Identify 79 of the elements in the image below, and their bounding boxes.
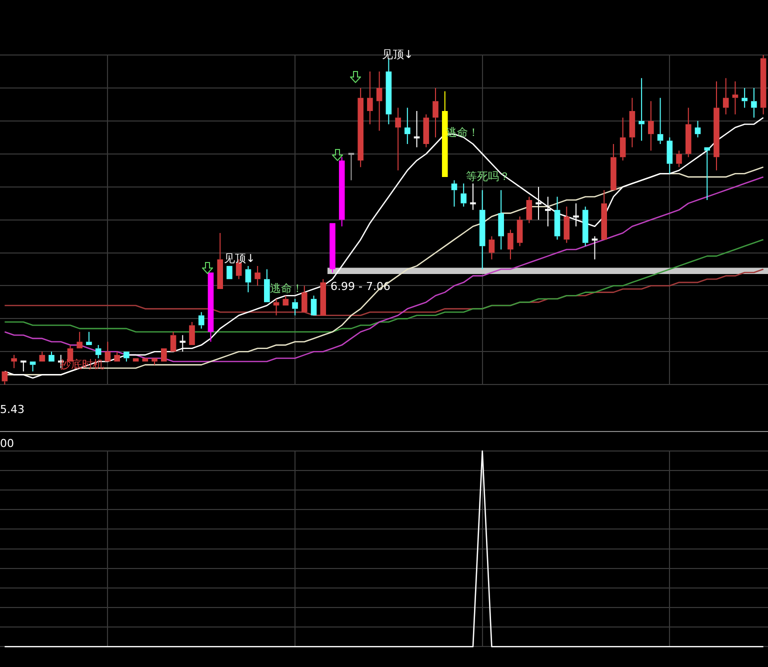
candlestick xyxy=(170,331,176,352)
candlestick xyxy=(760,54,766,115)
candlestick xyxy=(479,190,486,270)
candlestick xyxy=(470,183,476,210)
candlestick xyxy=(245,265,252,293)
candlestick xyxy=(751,87,757,118)
candlestick xyxy=(330,223,336,274)
candlestick xyxy=(124,352,130,362)
candlestick xyxy=(582,206,588,247)
candlestick xyxy=(732,80,738,115)
candlestick xyxy=(610,143,616,190)
candlestick xyxy=(338,156,345,227)
candlestick xyxy=(86,331,92,346)
candlestick xyxy=(564,206,570,244)
candlestick xyxy=(704,147,710,201)
candlestick xyxy=(254,265,260,286)
candlestick xyxy=(301,285,308,312)
candlestick xyxy=(694,120,701,138)
candlestick xyxy=(620,117,626,161)
candlestick xyxy=(358,87,364,168)
candlestick xyxy=(432,87,438,138)
candlestick xyxy=(404,107,410,144)
candlestick xyxy=(198,312,204,330)
candlestick xyxy=(714,80,720,171)
candlestick xyxy=(320,278,326,316)
candlestick xyxy=(273,298,280,316)
candlestick xyxy=(554,196,560,240)
candlestick xyxy=(395,107,401,171)
candlestick xyxy=(310,295,317,316)
candlestick xyxy=(657,97,664,144)
annotation: 见顶↓ xyxy=(382,48,414,61)
candlestick xyxy=(76,331,83,348)
candlestick xyxy=(386,58,392,125)
annotation: 逃命！ xyxy=(270,282,303,295)
candlestick xyxy=(460,183,467,208)
candlestick xyxy=(292,298,298,316)
candlestick xyxy=(414,110,420,148)
candlestick xyxy=(742,87,748,108)
candlestick xyxy=(30,362,36,372)
candlestick xyxy=(217,232,223,290)
candlestick xyxy=(685,107,692,158)
candlestick xyxy=(536,186,542,220)
candlestick xyxy=(376,70,382,132)
candlestick xyxy=(180,334,186,352)
candlestick xyxy=(11,354,17,369)
candlestick xyxy=(638,78,644,142)
annotation: 见顶↓ xyxy=(224,252,256,265)
candlestick xyxy=(152,358,158,366)
candlestick xyxy=(516,216,523,247)
candlestick xyxy=(573,202,579,227)
candlestick xyxy=(114,351,120,362)
candlestick xyxy=(508,229,514,260)
candlestick xyxy=(545,196,551,227)
candlestick xyxy=(39,351,46,362)
candlestick xyxy=(423,114,430,148)
candlestick xyxy=(526,196,532,224)
text: 5.43 xyxy=(0,403,24,416)
candlestick xyxy=(488,236,495,260)
candlestick xyxy=(48,351,54,362)
candlestick xyxy=(601,190,607,240)
text: 00 xyxy=(0,437,14,450)
candlestick xyxy=(282,295,289,306)
candlestick xyxy=(442,90,448,177)
candlestick xyxy=(666,136,673,174)
candlestick xyxy=(722,78,729,115)
candlestick xyxy=(104,341,111,362)
candlestick xyxy=(95,344,102,359)
candlestick xyxy=(189,321,195,346)
candlestick xyxy=(367,70,373,125)
candlestick xyxy=(20,360,26,372)
candlestick xyxy=(498,190,504,250)
candlestick xyxy=(648,100,654,152)
candlestick xyxy=(676,150,682,168)
candlestick xyxy=(629,97,636,148)
candlestick xyxy=(451,180,458,208)
candlestick xyxy=(348,152,354,181)
candlestick xyxy=(264,268,270,302)
candlestick xyxy=(592,236,598,260)
candlestick xyxy=(2,371,8,386)
